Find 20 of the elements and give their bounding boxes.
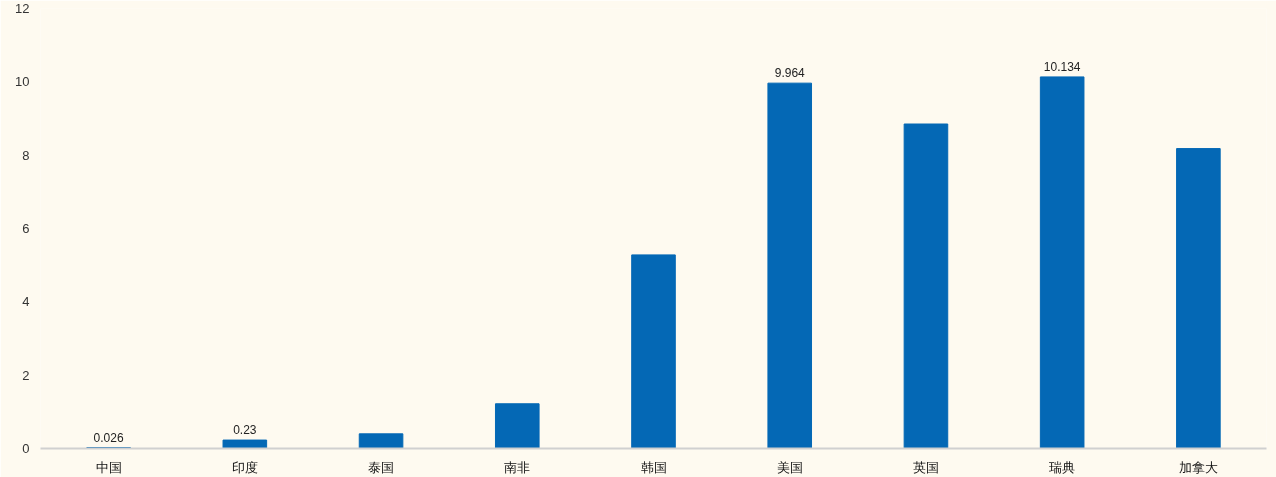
y-tick-label: 4 [22, 294, 30, 310]
data-label: 10.134 [1043, 59, 1081, 74]
data-label: 0.23 [233, 423, 257, 438]
x-tick-label: 南非 [504, 459, 531, 475]
y-tick-label: 2 [22, 367, 30, 383]
y-tick-label: 8 [22, 147, 30, 163]
y-tick-label: 10 [15, 74, 30, 90]
x-tick-label: 泰国 [368, 459, 395, 475]
x-tick-label: 美国 [776, 459, 803, 475]
data-label: 9.964 [774, 66, 806, 81]
x-tick-label: 中国 [95, 459, 122, 475]
x-tick-label: 瑞典 [1049, 459, 1076, 475]
x-tick-label: 韩国 [640, 459, 667, 475]
y-tick-label: 12 [15, 1, 30, 16]
x-tick-label: 印度 [231, 459, 258, 475]
data-label: 0.026 [93, 430, 124, 445]
y-tick-label: 6 [22, 221, 30, 236]
y-tick-label: 0 [22, 441, 30, 456]
x-tick-label: 加拿大 [1178, 459, 1218, 475]
x-tick-label: 英国 [912, 459, 939, 475]
